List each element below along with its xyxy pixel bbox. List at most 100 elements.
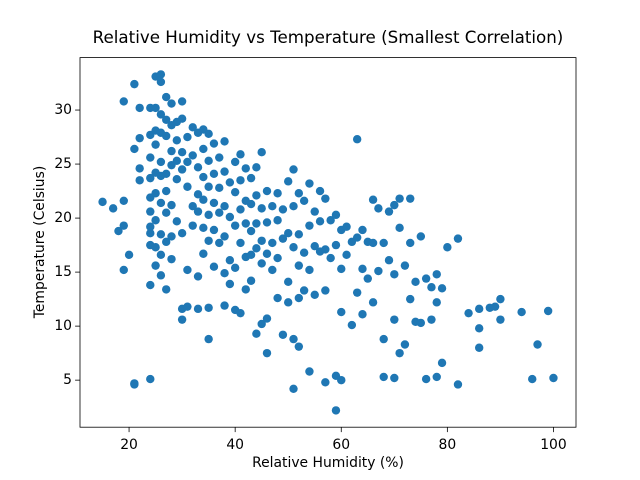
y-tick-label: 10 (54, 318, 72, 334)
point (305, 367, 314, 376)
point (432, 298, 441, 307)
y-tick-label: 30 (54, 102, 72, 118)
point (162, 237, 171, 247)
point (246, 226, 256, 236)
point (162, 131, 171, 141)
point (278, 234, 288, 243)
point (257, 319, 266, 329)
point (146, 374, 155, 384)
point (517, 307, 526, 317)
point (236, 176, 245, 185)
point (368, 298, 378, 307)
point (236, 150, 245, 159)
point (368, 238, 378, 248)
point (162, 285, 171, 294)
point (130, 144, 139, 154)
point (204, 129, 213, 139)
point (474, 324, 484, 333)
point (358, 225, 367, 235)
point (400, 261, 410, 270)
point (278, 330, 288, 339)
point (289, 202, 298, 211)
point (156, 271, 166, 280)
point (299, 248, 309, 257)
point (156, 157, 166, 167)
point (379, 238, 388, 248)
point (374, 266, 383, 276)
point (294, 293, 304, 303)
plot-frame (79, 57, 577, 428)
point (177, 97, 187, 106)
point (368, 195, 378, 204)
point (289, 243, 298, 252)
point (204, 182, 213, 191)
point (262, 314, 272, 323)
point (533, 340, 542, 349)
point (474, 343, 484, 352)
point (432, 270, 441, 279)
point (188, 123, 197, 132)
point (151, 103, 160, 113)
x-axis-label: Relative Humidity (%) (252, 455, 404, 471)
x-tick-label: 80 (439, 437, 457, 453)
point (416, 318, 426, 328)
point (177, 229, 187, 238)
y-tick-label: 15 (54, 264, 72, 280)
point (215, 208, 224, 217)
point (294, 342, 304, 351)
point (177, 165, 187, 174)
point (199, 172, 208, 182)
point (146, 280, 155, 290)
point (146, 207, 155, 216)
point (437, 358, 447, 368)
point (108, 204, 118, 213)
point (172, 136, 182, 145)
point (119, 221, 128, 230)
point (257, 204, 266, 213)
point (352, 233, 362, 242)
point (273, 253, 282, 263)
point (119, 265, 128, 275)
point (273, 216, 282, 225)
point (549, 373, 558, 383)
point (496, 315, 505, 324)
point (209, 139, 219, 148)
point (363, 274, 372, 283)
point (284, 229, 293, 238)
point (156, 77, 166, 87)
point (268, 265, 277, 275)
point (209, 198, 219, 208)
point (193, 272, 203, 281)
point (204, 156, 213, 166)
point (252, 163, 261, 172)
point (183, 265, 192, 275)
point (305, 179, 314, 188)
point (188, 151, 197, 160)
point (262, 348, 272, 358)
point (453, 234, 463, 243)
point (215, 183, 224, 193)
point (156, 250, 166, 260)
point (241, 219, 250, 228)
point (421, 374, 431, 384)
point (427, 315, 436, 324)
point (215, 153, 224, 162)
point (230, 263, 240, 272)
point (284, 177, 293, 186)
point (172, 217, 182, 226)
point (209, 225, 219, 235)
point (193, 304, 203, 314)
point (294, 189, 304, 198)
point (390, 315, 399, 324)
point (416, 232, 426, 241)
point (162, 186, 171, 196)
point (284, 277, 293, 287)
point (379, 334, 388, 344)
point (135, 103, 144, 113)
point (257, 236, 266, 245)
point (220, 202, 229, 211)
point (305, 221, 314, 230)
point (162, 208, 171, 217)
point (156, 198, 166, 208)
